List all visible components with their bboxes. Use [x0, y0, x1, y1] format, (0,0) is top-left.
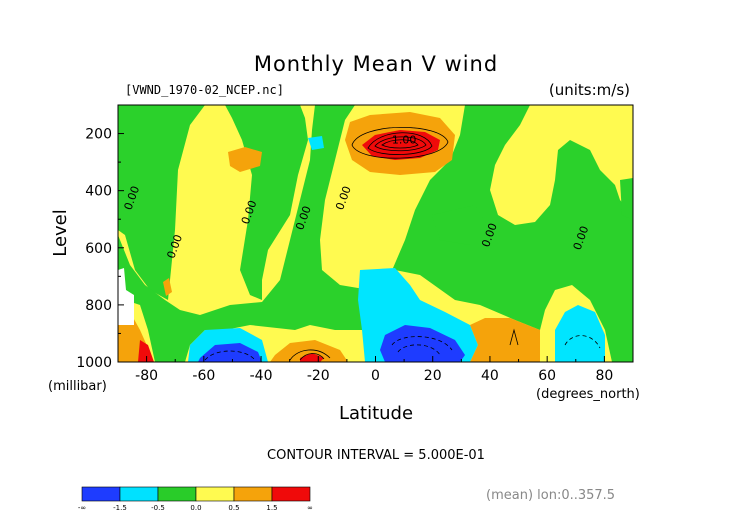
contour-line	[289, 349, 331, 361]
y-axis: 200 400 600 800 1000	[76, 104, 124, 371]
colorbar-swatch	[233, 486, 273, 502]
y-tick-label: 1000	[76, 355, 112, 371]
plot-area: 0.000.000.00 0.000.001.000.00 0.00	[118, 105, 633, 362]
x-tick-label: 0	[371, 368, 380, 384]
blue-region	[380, 325, 465, 362]
colorbar-label: 1.5	[266, 504, 277, 512]
contour-interval-text: CONTOUR INTERVAL = 5.000E-01	[267, 448, 485, 463]
contour-line	[509, 328, 519, 346]
red-region	[138, 340, 154, 362]
x-tick-label: 20	[424, 368, 442, 384]
y-tick-label: 600	[85, 241, 112, 257]
y-unit-label: (millibar)	[48, 379, 107, 394]
x-tick-label: -80	[135, 368, 158, 384]
colorbar-swatch	[157, 486, 197, 502]
x-unit-label: (degrees_north)	[536, 387, 640, 402]
colorbar-swatch	[195, 486, 235, 502]
y-tick-label: 800	[85, 298, 112, 314]
chart-title: Monthly Mean V wind	[254, 52, 498, 76]
contour-line	[374, 136, 427, 152]
orange-region	[163, 278, 172, 296]
x-tick-label: 60	[538, 368, 556, 384]
colorbar: -1.5 -0.5 0.0 0.5 1.5 -∞ ∞	[78, 486, 313, 512]
green-region	[225, 105, 308, 300]
contour-line	[397, 344, 441, 356]
footer-text: (mean) lon:0..357.5	[486, 488, 615, 503]
red-region	[362, 130, 440, 160]
y-axis-label: Level	[50, 209, 71, 257]
contour-line	[381, 139, 419, 149]
x-tick-label: -20	[307, 368, 330, 384]
contour-line	[391, 336, 453, 351]
orange-region	[470, 318, 540, 362]
x-axis: -80 -60 -40 -20 0 20 40 60 80	[117, 356, 634, 384]
colorbar-swatch	[81, 486, 121, 502]
colorbar-label: -1.5	[113, 504, 127, 512]
green-region	[118, 105, 205, 300]
green-region	[620, 178, 633, 220]
missing-data-region	[118, 268, 134, 325]
contour-line	[351, 126, 449, 159]
colorbar-label: -0.5	[151, 504, 165, 512]
x-tick-label: -40	[250, 368, 273, 384]
green-region	[118, 105, 633, 362]
x-tick-label: -60	[192, 368, 215, 384]
colorbar-label: 0.0	[190, 504, 201, 512]
colorbar-label: 0.5	[228, 504, 239, 512]
y-tick-label: 400	[85, 184, 112, 200]
colorbar-end-label: ∞	[307, 504, 313, 512]
contour-line	[367, 132, 433, 155]
colorbar-swatch	[271, 486, 311, 502]
units-label: (units:m/s)	[549, 81, 630, 99]
cyan-region	[555, 305, 605, 362]
contour-lines	[204, 126, 601, 361]
x-tick-label: 40	[481, 368, 499, 384]
orange-region	[228, 147, 262, 172]
contour-line	[204, 350, 256, 361]
file-label: [VWND_1970-02_NCEP.nc]	[125, 83, 284, 97]
contour-label: 1.00	[392, 134, 417, 147]
contour-line	[299, 353, 325, 361]
colorbar-swatch	[119, 486, 159, 502]
contour-line	[564, 335, 601, 349]
y-tick-label: 200	[85, 127, 112, 143]
colorbar-end-label: -∞	[78, 504, 86, 512]
blue-region	[198, 343, 262, 362]
x-tick-label: 80	[595, 368, 613, 384]
x-axis-label: Latitude	[339, 403, 413, 424]
cyan-region	[308, 136, 324, 150]
green-region	[432, 205, 490, 245]
